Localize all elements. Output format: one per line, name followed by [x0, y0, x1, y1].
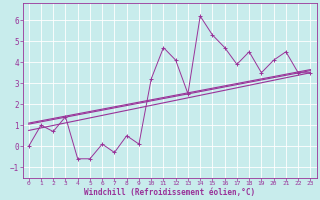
X-axis label: Windchill (Refroidissement éolien,°C): Windchill (Refroidissement éolien,°C): [84, 188, 255, 197]
